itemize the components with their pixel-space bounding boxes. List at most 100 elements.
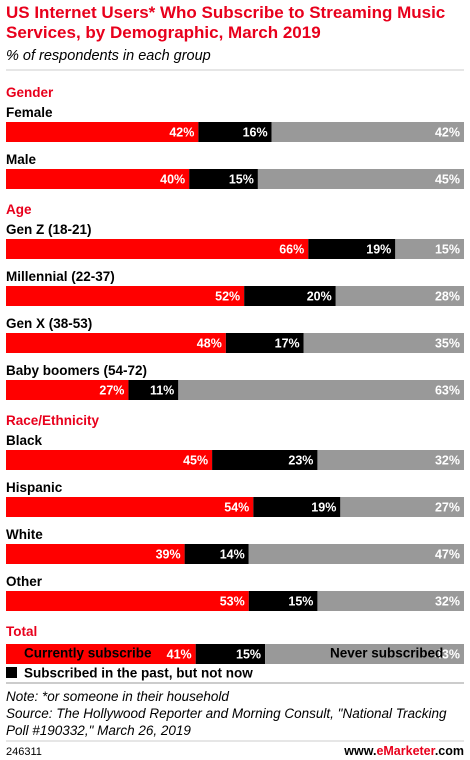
data-label: 11% [150,384,174,398]
bar-segment [248,544,464,564]
data-label: 47% [435,548,460,562]
bar-segment [244,286,336,306]
data-label: 45% [435,173,460,187]
bar-segment [6,450,213,470]
data-label: 15% [229,173,254,187]
data-label: 32% [435,595,460,609]
data-label: 63% [435,384,460,398]
category-label: Millennial (22-37) [6,269,115,284]
brand-prefix: www. [343,744,376,758]
category-label: Black [6,433,43,448]
data-label: 32% [435,454,460,468]
bar-segment [308,239,396,259]
data-label: 15% [435,243,460,257]
chart-title-line-1: US Internet Users* Who Subscribe to Stre… [6,3,445,22]
data-label: 42% [169,126,194,140]
data-label: 17% [275,337,300,351]
data-label: 42% [435,126,460,140]
footer-source-line-1: Source: The Hollywood Reporter and Morni… [6,706,447,721]
chart-subtitle: % of respondents in each group [6,48,211,64]
brand-logo: www.eMarketer.com [343,744,464,758]
data-label: 16% [243,126,268,140]
bar-segment [6,333,226,353]
category-label: Other [6,574,43,589]
bar-segment [225,333,304,353]
data-label: 45% [183,454,208,468]
category-label: Gen X (38-53) [6,316,92,331]
data-label: 52% [215,290,240,304]
bar-segment [198,122,272,142]
category-label: White [6,527,43,542]
bar-segment [340,497,464,517]
data-label: 19% [311,501,336,515]
data-label: 27% [435,501,460,515]
bar-segment [248,591,318,611]
brand-name: eMarketer [376,744,435,758]
data-label: 39% [156,548,181,562]
category-label: Male [6,152,37,167]
bar-segment [257,169,464,189]
chart-id: 246311 [6,746,42,758]
data-label: 28% [435,290,460,304]
data-label: 66% [279,243,304,257]
bar-segment [271,122,464,142]
footer-source-line-2: Poll #190332," March 26, 2019 [6,723,191,738]
bar-segment [317,450,464,470]
bar-segment [128,380,179,400]
bar-segment [335,286,464,306]
bar-segment [395,239,464,259]
bar-segment [6,286,245,306]
data-label: 23% [288,454,313,468]
legend-swatch [312,647,323,658]
legend-swatch [6,647,17,658]
bar-segment [178,380,464,400]
category-label: Gen Z (18-21) [6,222,92,237]
data-label: 20% [307,290,332,304]
bar-segment [6,380,129,400]
bar-segment [6,169,190,189]
legend-label: Currently subscribe [24,646,152,661]
bar-segment [6,497,254,517]
data-label: 19% [366,243,391,257]
bar-segment [184,544,249,564]
data-label: 27% [99,384,124,398]
group-label: Total [6,624,37,639]
bar-segment [6,644,196,664]
data-label: 53% [220,595,245,609]
bar-segment [6,122,199,142]
legend: Currently subscribe Subscribed in the pas… [6,646,443,681]
bar-segment [317,591,464,611]
bar-segment [212,450,318,470]
bars-area: Gender Female 42% 16% 42% Male 40% 15% 45% Age Gen… [6,85,464,664]
bar-segment [253,497,341,517]
data-label: 54% [224,501,249,515]
bar-segment [303,333,464,353]
group-label: Race/Ethnicity [6,413,100,428]
chart-header: US Internet Users* Who Subscribe to Stre… [6,3,445,64]
data-label: 48% [197,337,222,351]
category-label: Hispanic [6,480,63,495]
data-label: 43% [435,648,460,662]
bar-segment [6,239,309,259]
footer-note: Note: *or someone in their household [6,689,229,704]
group-label: Gender [6,85,54,100]
brand-suffix: .com [435,744,464,758]
chart-title-line-2: Services, by Demographic, March 2019 [6,23,321,42]
data-label: 15% [288,595,313,609]
footer: Note: *or someone in their household Sou… [6,689,464,758]
data-label: 41% [167,648,192,662]
group-label: Age [6,202,32,217]
bar-segment [195,644,266,664]
legend-label: Never subscribed [330,646,443,661]
bar-segment [6,591,249,611]
data-label: 14% [220,548,245,562]
data-label: 40% [160,173,185,187]
bar-segment [189,169,258,189]
bar-segment [6,544,185,564]
data-label: 35% [435,337,460,351]
legend-label: Subscribed in the past, but not now [24,666,253,681]
category-label: Baby boomers (54-72) [6,363,147,378]
legend-swatch [6,667,17,678]
category-label: Female [6,105,53,120]
